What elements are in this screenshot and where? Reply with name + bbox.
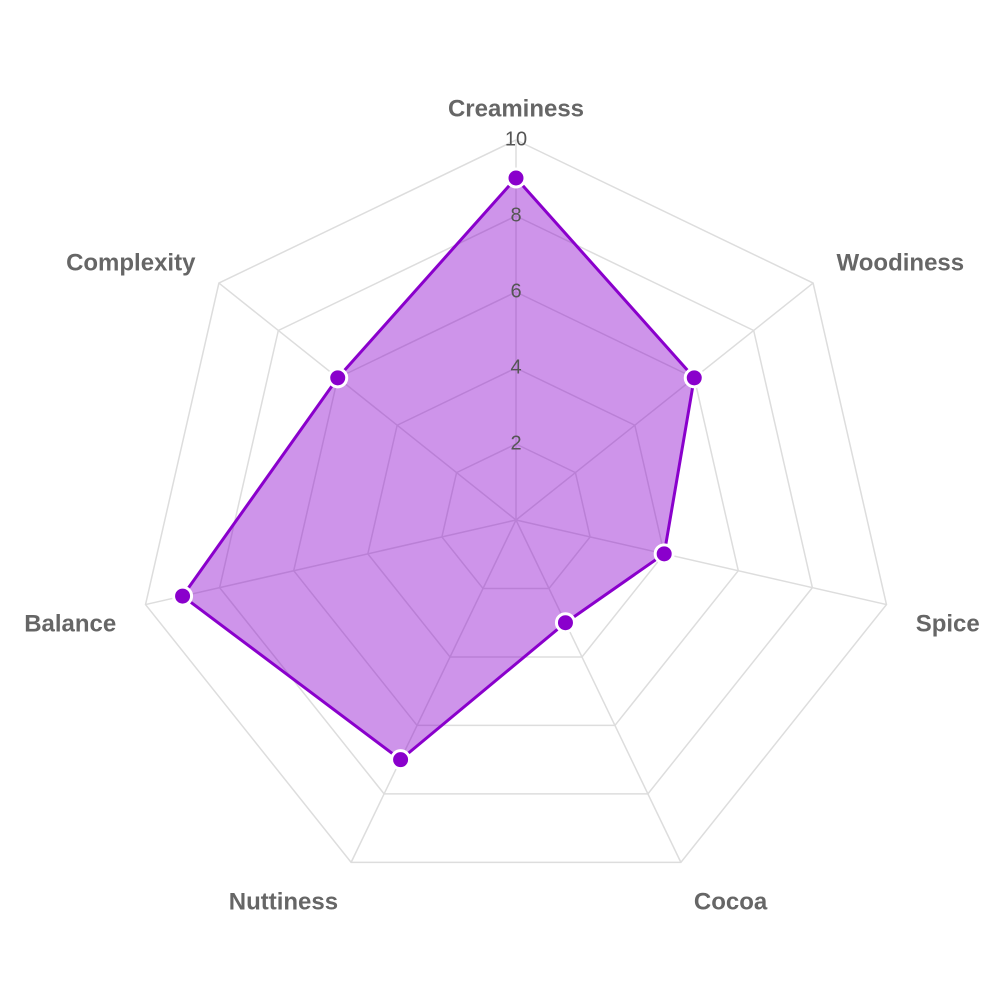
r-tick-label: 10: [505, 128, 527, 150]
grid-ring: [144, 139, 888, 864]
category-label: Woodiness: [837, 250, 965, 277]
point: [172, 585, 194, 607]
grid-ring: [292, 291, 740, 727]
category-label: Creaminess: [448, 95, 584, 122]
category-label: Spice: [916, 611, 980, 638]
category-label: Cocoa: [694, 889, 768, 916]
grid-ring: [218, 215, 814, 795]
grid-spoke: [515, 519, 887, 606]
grid-ring: [441, 443, 591, 590]
point: [554, 612, 576, 634]
point: [653, 543, 675, 565]
r-tick-label: 2: [510, 432, 521, 454]
category-label: Balance: [24, 611, 116, 638]
grid-spoke: [350, 519, 517, 863]
point: [327, 367, 349, 389]
category-label: Complexity: [66, 250, 196, 277]
grid-spoke: [218, 282, 517, 521]
grid-spoke: [515, 519, 682, 863]
grid-spoke: [515, 282, 814, 521]
point: [683, 367, 705, 389]
r-tick-label: 6: [510, 280, 521, 302]
point: [505, 167, 527, 189]
category-label: Nuttiness: [229, 889, 338, 916]
r-tick-label: 8: [510, 204, 521, 226]
r-tick-label: 4: [510, 356, 521, 378]
grid-spoke: [145, 519, 517, 606]
point: [390, 749, 412, 771]
grid-ring: [366, 367, 666, 658]
